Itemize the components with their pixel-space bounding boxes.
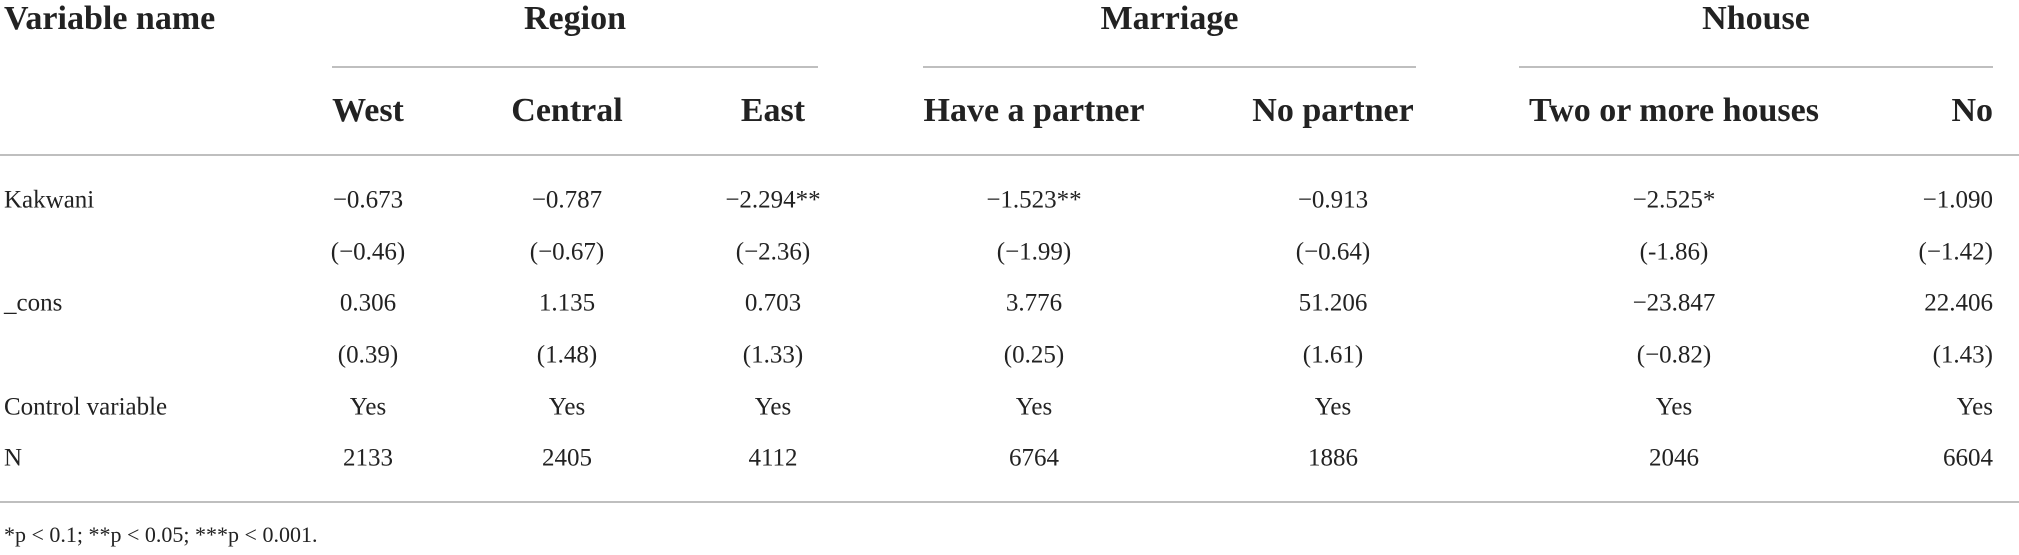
cell: 22.406 [1924,290,1993,317]
cell: 1886 [1308,445,1358,472]
cell: (1.61) [1303,342,1363,369]
group-header: Marriage [1101,0,1239,37]
first-header: Variable name [4,0,215,37]
cell: (−1.99) [997,239,1072,266]
group-header: Nhouse [1702,0,1810,37]
cell: −2.525* [1633,187,1716,214]
cell: Yes [549,394,585,421]
cell: 6604 [1943,445,1994,472]
row-label: Kakwani [4,187,94,214]
cell: −0.787 [532,187,602,214]
column-header: Two or more houses [1529,92,1819,129]
cell: (−1.42) [1919,239,1994,266]
row-label: _cons [3,290,62,317]
column-header: No partner [1252,92,1413,129]
cell: Yes [350,394,386,421]
cell: (−0.46) [331,239,406,266]
cell: (1.43) [1933,342,1993,369]
cell: (1.33) [743,342,803,369]
cell: (1.48) [537,342,597,369]
cell: 2405 [542,445,592,472]
cell: Yes [1315,394,1351,421]
group-header: Region [524,0,626,37]
cell: Yes [1656,394,1692,421]
cell: 6764 [1009,445,1060,472]
cell: (−2.36) [736,239,811,266]
cell: 3.776 [1006,290,1062,317]
column-header: Central [511,92,622,129]
cell: (0.25) [1004,342,1064,369]
cell: (−0.67) [530,239,605,266]
cell: −2.294** [725,187,820,214]
cell: 1.135 [539,290,595,317]
cell: Yes [755,394,791,421]
column-header: Have a partner [924,92,1145,129]
cell: 4112 [748,445,797,472]
column-header: No [1951,92,1993,129]
row-label: Control variable [4,394,167,421]
cell: (0.39) [338,342,398,369]
cell: 2046 [1649,445,1699,472]
cell: (−0.64) [1296,239,1371,266]
cell: (-1.86) [1640,239,1709,266]
cell: Yes [1957,394,1993,421]
cell: −1.523** [986,187,1081,214]
cell: 0.703 [745,290,801,317]
column-header: East [741,92,806,129]
cell: 51.206 [1299,290,1368,317]
cell: −23.847 [1633,290,1716,317]
column-header: West [332,92,404,129]
cell: 2133 [343,445,393,472]
row-label: N [4,445,22,472]
cell: (−0.82) [1637,342,1712,369]
cell: Yes [1016,394,1052,421]
cell: 0.306 [340,290,396,317]
cell: −0.673 [333,187,403,214]
cell: −0.913 [1298,187,1368,214]
cell: −1.090 [1923,187,1993,214]
footnote: *p < 0.1; **p < 0.05; ***p < 0.001. [4,522,317,547]
